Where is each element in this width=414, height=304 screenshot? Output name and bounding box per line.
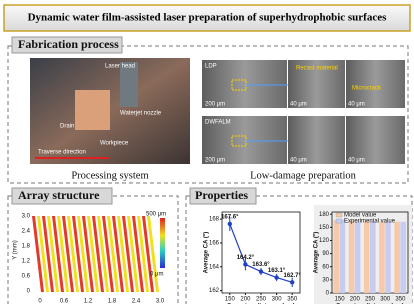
y-tick-label: 168 xyxy=(209,217,220,223)
photo-label: Laser head xyxy=(105,64,135,70)
bar xyxy=(400,222,406,293)
point xyxy=(228,222,232,226)
colorbar xyxy=(160,218,165,268)
x-tick-label: 250 xyxy=(365,297,376,303)
bar xyxy=(349,221,355,293)
data-label: 167.6° xyxy=(221,214,239,220)
point xyxy=(243,262,247,266)
panel-heading: Properties xyxy=(195,188,248,202)
y-tick-label: 3.0 xyxy=(22,214,31,220)
panel-heading: Array structure xyxy=(18,188,100,202)
x-tick-label: 250 xyxy=(256,297,267,303)
x-tick-label: 200 xyxy=(350,297,361,303)
y-axis-label: Average CA (°) xyxy=(314,232,320,274)
axis-label: Y (mm) xyxy=(13,240,19,260)
caption: Low-damage preparation xyxy=(250,170,357,181)
caption: Processing system xyxy=(71,170,148,181)
y-tick-label: 180 xyxy=(319,212,330,218)
photo-label: Waterjet nozzle xyxy=(120,111,162,117)
x-tick-label: 3.0 xyxy=(156,299,165,304)
scale-bar: 40 μm xyxy=(348,102,365,108)
scale-bar: 40 μm xyxy=(290,158,307,164)
bar xyxy=(370,221,376,293)
y-tick-label: 150 xyxy=(319,225,330,231)
figure: Dynamic water film-assisted laser prepar… xyxy=(0,0,414,304)
x-tick-label: 300 xyxy=(380,297,391,303)
title: Dynamic water film-assisted laser prepar… xyxy=(28,12,388,24)
x-tick-label: 0 xyxy=(38,299,42,304)
y-tick-label: 166 xyxy=(209,241,220,247)
photo-label: Traverse direction xyxy=(38,150,86,156)
micro-label: DWFALM xyxy=(205,120,231,126)
photo-label: Workpiece xyxy=(100,141,129,147)
y-tick-label: 162 xyxy=(209,288,220,294)
y-tick-label: 0 xyxy=(27,289,31,295)
bar xyxy=(355,221,361,293)
data-label: 164.2° xyxy=(237,255,255,261)
bar xyxy=(334,220,340,293)
colorbar-label: 500 μm xyxy=(146,212,166,218)
micro-label: Microcrack xyxy=(352,86,382,92)
bar xyxy=(385,222,391,293)
point xyxy=(259,269,263,273)
scale-bar: 200 μm xyxy=(205,102,225,108)
legend-label: Experimental value xyxy=(344,219,396,225)
x-tick-label: 1.8 xyxy=(108,299,117,304)
colorbar-label: 0 μm xyxy=(150,272,163,278)
legend-swatch xyxy=(336,213,342,217)
point xyxy=(274,275,278,279)
y-tick-label: 0.6 xyxy=(22,274,31,280)
y-tick-label: 120 xyxy=(319,238,330,244)
y-tick-label: 1.8 xyxy=(22,244,31,250)
x-tick-label: 0.6 xyxy=(60,299,69,304)
surface-plot xyxy=(32,216,159,292)
scale-bar: 40 μm xyxy=(348,158,365,164)
x-tick-label: 350 xyxy=(287,297,298,303)
y-tick-label: 90 xyxy=(322,251,329,257)
micro-label: Recast material xyxy=(296,66,338,72)
y-tick-label: 60 xyxy=(322,264,329,270)
photo-label: Drain xyxy=(60,124,74,130)
x-tick-label: 2.4 xyxy=(132,299,141,304)
panel-heading: Fabrication process xyxy=(18,37,119,51)
bar xyxy=(340,220,346,293)
x-tick-label: 300 xyxy=(272,297,283,303)
y-tick-label: 2.4 xyxy=(22,229,31,235)
workpiece xyxy=(75,90,110,130)
legend-swatch xyxy=(336,219,342,223)
bar xyxy=(394,222,400,293)
x-tick-label: 150 xyxy=(335,297,346,303)
y-tick-label: 1.2 xyxy=(22,259,31,265)
x-tick-label: 200 xyxy=(240,297,251,303)
bar xyxy=(379,222,385,293)
point xyxy=(290,280,294,284)
x-tick-label: 350 xyxy=(395,297,406,303)
data-label: 162.7° xyxy=(283,273,301,279)
x-tick-label: 1.2 xyxy=(84,299,93,304)
bar xyxy=(364,221,370,293)
micro-label: LDP xyxy=(205,64,217,70)
y-tick-label: 164 xyxy=(209,264,220,270)
scale-bar: 40 μm xyxy=(290,102,307,108)
y-tick-label: 30 xyxy=(322,277,329,283)
scale-bar: 200 μm xyxy=(205,158,225,164)
y-axis-label: Average CA (°) xyxy=(204,232,210,274)
x-tick-label: 150 xyxy=(225,297,236,303)
micrographs xyxy=(202,60,405,164)
